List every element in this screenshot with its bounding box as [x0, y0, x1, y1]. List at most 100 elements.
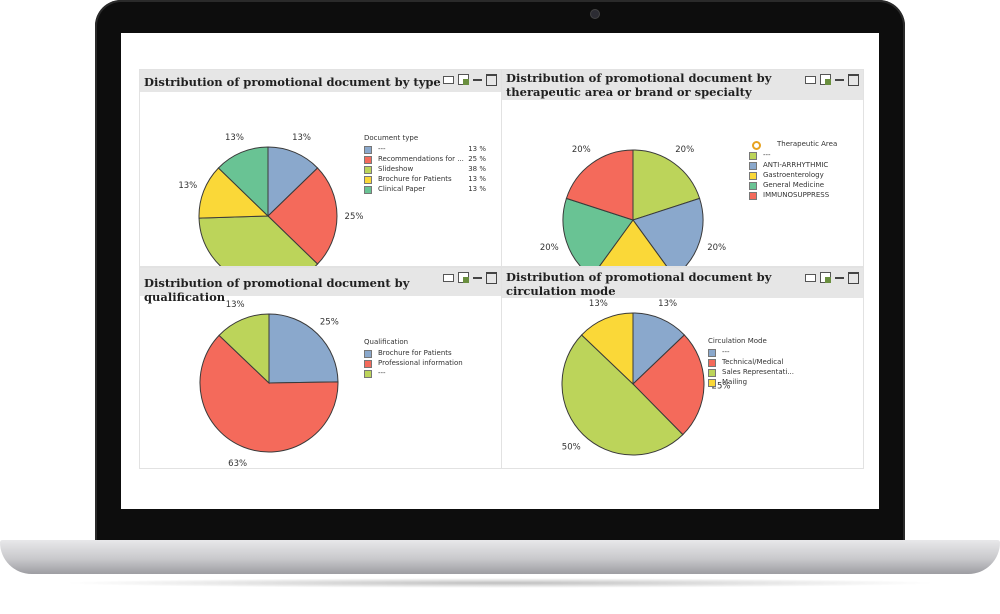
legend-label: --- [378, 145, 386, 153]
pie-slice[interactable] [218, 313, 270, 385]
legend-swatch [364, 146, 372, 154]
legend-swatch [364, 360, 372, 368]
legend-label: --- [378, 369, 386, 377]
legend-title: Circulation Mode [708, 337, 767, 345]
pie-slice[interactable] [268, 313, 339, 384]
maximize-icon[interactable] [848, 272, 859, 284]
legend-item[interactable]: IMMUNOSUPPRESS [749, 191, 859, 201]
legend-label: General Medicine [763, 181, 825, 189]
legend-title: Qualification [364, 338, 409, 346]
legend-value: 13 % [468, 185, 486, 193]
pie-slice[interactable] [632, 312, 686, 386]
chart-panel-qualification: Distribution of promotional document by … [139, 267, 502, 469]
slice-data-label: 20% [572, 145, 591, 155]
print-icon[interactable] [443, 76, 454, 84]
legend-item[interactable]: --- 13 % [364, 145, 486, 155]
minimize-icon[interactable] [835, 74, 844, 81]
slice-data-label: 13% [178, 181, 197, 191]
legend-swatch [708, 369, 716, 377]
legend-label: Brochure for Patients [378, 175, 452, 183]
legend-item[interactable]: --- [364, 369, 484, 379]
slice-data-label: 63% [228, 459, 247, 468]
legend-label: Brochure for Patients [378, 349, 452, 357]
send-to-excel-icon[interactable] [458, 74, 469, 85]
legend-item[interactable]: --- [749, 151, 859, 161]
legend-item[interactable]: Technical/Medical [708, 358, 818, 368]
print-icon[interactable] [805, 274, 816, 282]
refresh-icon[interactable] [752, 141, 761, 150]
legend-swatch [364, 166, 372, 174]
slice-data-label: 20% [540, 243, 559, 253]
minimize-icon[interactable] [835, 272, 844, 279]
legend-label: Sales Representati... [722, 368, 794, 376]
maximize-icon[interactable] [486, 74, 497, 86]
legend-label: Slideshow [378, 165, 414, 173]
legend-item[interactable]: Brochure for Patients [364, 349, 484, 359]
pie-slice[interactable] [580, 312, 634, 386]
pie-slice[interactable] [565, 149, 634, 221]
maximize-icon[interactable] [486, 272, 497, 284]
print-icon[interactable] [805, 76, 816, 84]
legend-swatch [364, 350, 372, 358]
send-to-excel-icon[interactable] [820, 272, 831, 283]
print-icon[interactable] [443, 274, 454, 282]
legend-value: 38 % [468, 165, 486, 173]
pie-slice[interactable] [199, 334, 339, 453]
legend-label: Clinical Paper [378, 185, 426, 193]
send-to-excel-icon[interactable] [458, 272, 469, 283]
send-to-excel-icon[interactable] [820, 74, 831, 85]
slice-data-label: 13% [226, 300, 245, 310]
legend-value: 25 % [468, 155, 486, 163]
minimize-icon[interactable] [473, 272, 482, 279]
pie-slice[interactable] [632, 334, 705, 436]
slice-data-label: 25% [320, 318, 339, 328]
legend-item[interactable]: Brochure for Patients 13 % [364, 175, 486, 185]
legend-swatch [364, 186, 372, 194]
pie-slice[interactable] [267, 167, 338, 265]
chart-title: Distribution of promotional document by … [144, 75, 441, 89]
panel-header: Distribution of promotional document by … [140, 70, 501, 92]
minimize-icon[interactable] [473, 74, 482, 81]
legend-item[interactable]: Recommendations for ... 25 % [364, 155, 486, 165]
slice-data-label: 13% [658, 299, 677, 309]
slice-data-label: 50% [562, 443, 581, 453]
legend-swatch [708, 359, 716, 367]
legend-item[interactable]: --- [708, 348, 818, 358]
panel-header: Distribution of promotional document by … [502, 268, 863, 298]
legend-item[interactable]: Sales Representati... [708, 368, 818, 378]
chart-title: Distribution of promotional document by … [506, 270, 772, 298]
legend-item[interactable]: General Medicine [749, 181, 859, 191]
pie-slice[interactable] [632, 197, 704, 266]
pie-slice[interactable] [592, 219, 674, 266]
legend-label: Recommendations for ... [378, 155, 464, 163]
legend-item[interactable]: Professional information [364, 359, 484, 369]
legend-item[interactable]: ANTI-ARRHYTHMIC [749, 161, 859, 171]
legend-item[interactable]: Mailing [708, 378, 818, 388]
legend-item[interactable]: Gastroenterology [749, 171, 859, 181]
legend-title: Document type [364, 134, 419, 142]
chart-legend: Therapeutic Area --- ANTI-ARRHYTHMIC Gastr… [749, 140, 859, 201]
slice-data-label: 25% [712, 381, 731, 391]
legend-label: Professional information [378, 359, 463, 367]
legend-item[interactable]: Clinical Paper 13 % [364, 185, 486, 195]
legend-swatch [708, 349, 716, 357]
slice-data-label: 13% [589, 299, 608, 309]
panel-toolbar [443, 272, 497, 284]
pie-slice[interactable] [217, 146, 269, 218]
dashboard-screen: Distribution of promotional document by … [121, 33, 879, 509]
laptop-shadow [60, 578, 940, 588]
camera-icon [591, 10, 599, 18]
pie-slice[interactable] [561, 334, 684, 456]
legend-item[interactable]: Slideshow 38 % [364, 165, 486, 175]
legend-label: Technical/Medical [722, 358, 784, 366]
maximize-icon[interactable] [848, 74, 859, 86]
laptop-base [0, 540, 1000, 574]
legend-label: IMMUNOSUPPRESS [763, 191, 830, 199]
chart-legend: Qualification Brochure for Patients Profe… [364, 338, 484, 379]
pie-slice[interactable] [562, 197, 634, 266]
legend-swatch [364, 176, 372, 184]
pie-chart: 25% 63% 13% [199, 300, 339, 468]
pie-slice[interactable] [198, 215, 319, 266]
legend-label: --- [763, 151, 771, 159]
pie-slice[interactable] [632, 149, 701, 221]
